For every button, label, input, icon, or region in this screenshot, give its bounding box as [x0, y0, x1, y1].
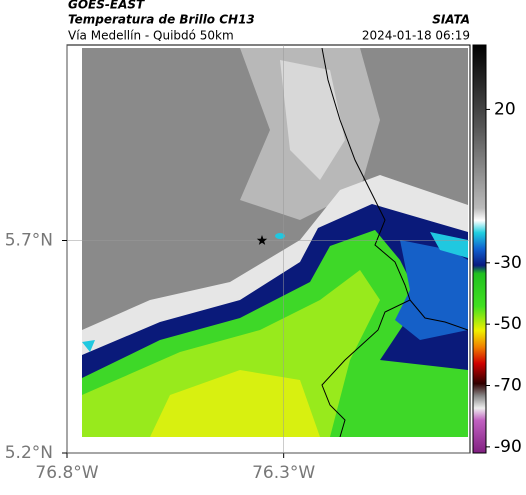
- satellite-image: [82, 48, 468, 437]
- caption: Vía Medellín - Quibdó 50km: [68, 29, 234, 43]
- y-tick-label: 5.2°N: [5, 443, 53, 463]
- x-tick-label: 76.8°W: [35, 463, 98, 483]
- colorbar-tick-label: -70: [494, 376, 522, 396]
- subtitle: Temperatura de Brillo CH13: [68, 13, 255, 27]
- colorbar: [472, 44, 487, 454]
- colorbar-tick-label: -50: [494, 314, 522, 334]
- location-marker: [256, 235, 268, 245]
- y-tick-label: 5.7°N: [5, 231, 53, 251]
- colorbar-tick-label: 20: [494, 99, 516, 119]
- source: SIATA: [432, 13, 470, 27]
- colorbar-tick-label: -90: [494, 437, 522, 457]
- title: GOES-EAST: [68, 0, 145, 12]
- x-tick-label: 76.3°W: [252, 463, 315, 483]
- timestamp: 2024-01-18 06:19: [362, 29, 470, 43]
- colorbar-tick-label: -30: [494, 253, 522, 273]
